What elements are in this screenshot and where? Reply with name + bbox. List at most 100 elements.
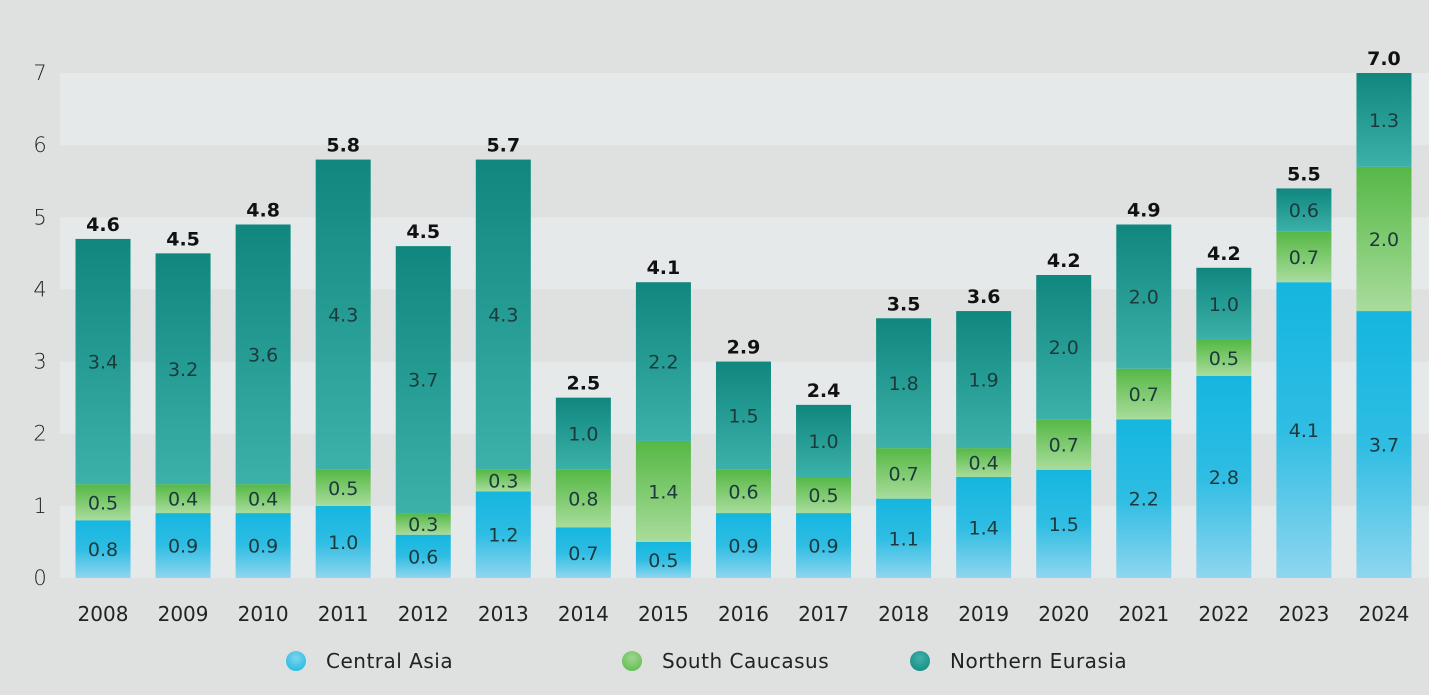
bar-segment-south-caucasus	[235, 484, 291, 514]
x-tick-label: 2011	[318, 602, 369, 626]
bar-segment-central-asia	[715, 513, 771, 578]
data-label: 1.0	[568, 424, 598, 446]
bar-stack-2012: 0.6 0.3 3.7 4.5	[395, 221, 451, 578]
legend-label: Northern Eurasia	[950, 649, 1128, 673]
data-label: 0.5	[328, 478, 358, 500]
bar-segment-northern-eurasia	[155, 253, 211, 485]
x-tick-label: 2020	[1038, 602, 1089, 626]
y-tick-label: 0	[33, 566, 46, 590]
data-label: 0.7	[568, 543, 598, 565]
bar-segment-northern-eurasia	[555, 397, 611, 470]
bar-segment-northern-eurasia	[1116, 224, 1172, 369]
data-label: 3.4	[88, 352, 118, 374]
bar-segment-central-asia	[635, 541, 691, 578]
data-label: 0.5	[88, 492, 118, 514]
bar-segment-south-caucasus	[315, 469, 371, 506]
bar-stack-2011: 1.0 0.5 4.3 5.8	[315, 135, 371, 578]
bar-segment-northern-eurasia	[1356, 73, 1412, 167]
bar-segment-central-asia	[475, 491, 531, 578]
data-label: 2.0	[1129, 287, 1159, 309]
total-label: 3.6	[967, 286, 1001, 308]
x-tick-label: 2008	[78, 602, 129, 626]
data-label: 2.8	[1209, 467, 1239, 489]
bar-segment-central-asia	[315, 505, 371, 578]
bar-segment-central-asia	[155, 513, 211, 578]
total-label: 4.5	[406, 221, 440, 243]
x-tick-label: 2014	[558, 602, 609, 626]
data-label: 0.3	[488, 471, 518, 493]
total-label: 2.4	[807, 380, 841, 402]
data-label: 1.3	[1369, 110, 1399, 132]
bar-segment-south-caucasus	[1276, 231, 1332, 283]
bar-segment-northern-eurasia	[715, 361, 771, 470]
x-tick-label: 2024	[1359, 602, 1410, 626]
bars: 0.80.53.44.60.90.43.24.50.90.43.64.81.00…	[75, 48, 1412, 578]
bar-segment-northern-eurasia	[315, 159, 371, 470]
bar-segment-northern-eurasia	[956, 311, 1012, 449]
data-label: 1.5	[728, 406, 758, 428]
bar-stack-2019: 1.4 0.4 1.9 3.6	[956, 286, 1012, 578]
data-label: 1.8	[888, 373, 918, 395]
total-label: 2.9	[727, 337, 761, 359]
y-tick-label: 1	[33, 494, 46, 518]
data-label: 1.4	[969, 518, 999, 540]
bar-stack-2009: 0.9 0.4 3.2 4.5	[155, 228, 211, 578]
y-tick-label: 4	[33, 277, 46, 301]
bar-segment-central-asia	[796, 513, 852, 578]
stacked-bar-chart: 0 1 2 3 4 5 6 7 0.8 0.5 3.4 4.6 0.9 0.4 3.2 4.5 0.9 0.4 3…	[33, 48, 1429, 626]
data-label: 0.6	[1289, 200, 1319, 222]
data-label: 0.8	[88, 539, 118, 561]
data-label: 1.9	[969, 370, 999, 392]
bar-segment-northern-eurasia	[1276, 188, 1332, 232]
x-tick-label: 2022	[1198, 602, 1249, 626]
grid-band	[60, 73, 1429, 146]
legend-item-northern-eurasia: Northern Eurasia	[910, 646, 1127, 676]
data-label: 0.3	[408, 514, 438, 536]
data-label: 0.7	[1289, 247, 1319, 269]
x-tick-label: 2012	[398, 602, 449, 626]
bar-segment-northern-eurasia	[1036, 275, 1092, 420]
total-label: 4.1	[647, 257, 681, 279]
bar-stack-2024: 3.7 2.0 1.3 7.0	[1356, 48, 1412, 578]
bar-segment-northern-eurasia	[635, 282, 691, 441]
total-label: 5.7	[486, 135, 520, 157]
data-label: 0.6	[728, 481, 758, 503]
y-tick-label: 5	[33, 205, 46, 229]
bar-stack-2017: 0.9 0.5 1.0 2.4	[796, 380, 852, 578]
x-tick-label: 2009	[158, 602, 209, 626]
bar-segment-central-asia	[1196, 376, 1252, 578]
bar-stack-2020: 1.5 0.7 2.0 4.2	[1036, 250, 1092, 578]
bar-segment-northern-eurasia	[395, 246, 451, 514]
data-label: 1.4	[648, 481, 678, 503]
data-label: 0.7	[888, 463, 918, 485]
y-tick-label: 6	[33, 133, 46, 157]
x-tick-label: 2013	[478, 602, 529, 626]
bar-segment-south-caucasus	[555, 469, 611, 528]
x-axis: 2008 2009 2010 2011 2012 2013 2014 2015 2016 2017…	[78, 602, 1410, 626]
total-label: 4.2	[1207, 243, 1241, 265]
bar-segment-central-asia	[956, 477, 1012, 578]
bar-segment-south-caucasus	[475, 469, 531, 492]
x-tick-label: 2010	[238, 602, 289, 626]
data-label: 0.5	[1209, 348, 1239, 370]
total-label: 4.2	[1047, 250, 1081, 272]
data-label: 1.0	[328, 532, 358, 554]
data-label: 2.2	[648, 352, 678, 374]
x-tick-label: 2015	[638, 602, 689, 626]
bar-stack-2013: 1.2 0.3 4.3 5.7	[475, 135, 531, 578]
data-label: 2.0	[1049, 337, 1079, 359]
total-label: 3.5	[887, 293, 921, 315]
bar-segment-northern-eurasia	[75, 238, 131, 485]
total-label: 5.5	[1287, 163, 1321, 185]
data-label: 1.0	[808, 431, 838, 453]
bar-segment-south-caucasus	[1196, 339, 1252, 376]
bar-segment-northern-eurasia	[475, 159, 531, 470]
bar-segment-south-caucasus	[876, 448, 932, 499]
bar-stack-2018: 1.1 0.7 1.8 3.5	[876, 293, 932, 578]
data-label: 4.3	[328, 305, 358, 327]
x-tick-label: 2019	[958, 602, 1009, 626]
bar-segment-central-asia	[235, 513, 291, 578]
bar-segment-central-asia	[1356, 311, 1412, 578]
bar-stack-2022: 2.8 0.5 1.0 4.2	[1196, 243, 1252, 578]
bar-segment-central-asia	[1276, 282, 1332, 578]
